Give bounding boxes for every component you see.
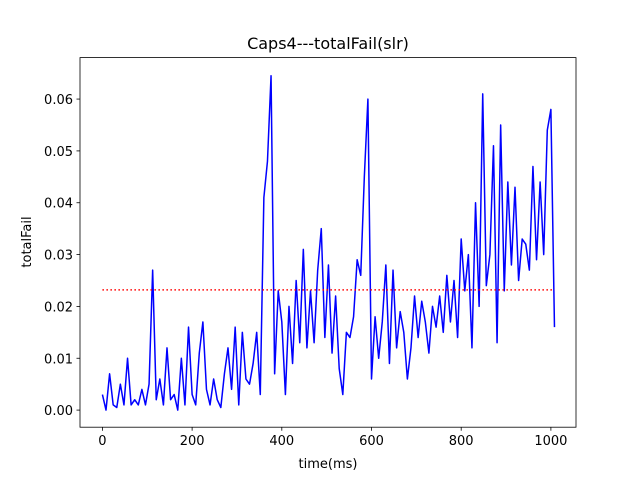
y-tick-label: 0.00	[44, 404, 73, 419]
y-tick-label: 0.01	[44, 352, 73, 367]
x-axis-label: time(ms)	[299, 457, 358, 472]
y-tick-label: 0.04	[44, 197, 73, 212]
y-tick-label: 0.06	[44, 93, 73, 108]
y-axis-label: totalFail	[20, 216, 35, 267]
y-tick-label: 0.02	[44, 300, 73, 315]
x-tick-label: 800	[449, 434, 474, 449]
y-tick-label: 0.05	[44, 145, 73, 160]
plot-frame	[79, 57, 577, 428]
x-tick-label: 600	[359, 434, 384, 449]
x-tick-label: 1000	[534, 434, 567, 449]
data-line	[101, 74, 556, 411]
x-tick-label: 0	[98, 434, 106, 449]
chart-title: Caps4---totalFail(slr)	[247, 34, 409, 53]
y-tick-label: 0.03	[44, 249, 73, 264]
x-tick-label: 200	[180, 434, 205, 449]
x-tick-label: 400	[269, 434, 294, 449]
